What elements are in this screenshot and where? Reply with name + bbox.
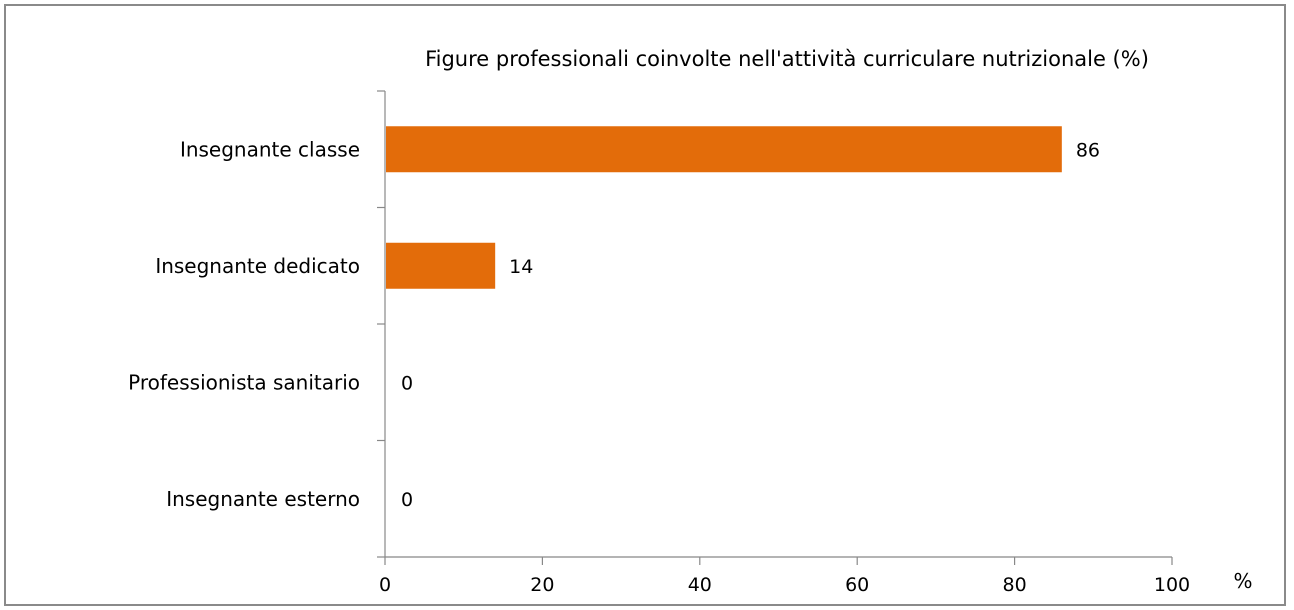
data-label: 0 — [401, 372, 413, 394]
data-label: 0 — [401, 489, 413, 511]
x-tick-label: 20 — [530, 574, 554, 596]
category-labels: Insegnante classe Insegnante dedicato Prof… — [128, 137, 360, 511]
x-tick-label: 60 — [845, 574, 869, 596]
bar — [386, 126, 1062, 173]
data-labels: 86 14 0 0 — [401, 139, 1100, 511]
x-tick-labels: 0 20 40 60 80 100 — [379, 574, 1190, 596]
bars — [386, 126, 1062, 289]
category-label: Professionista sanitario — [128, 370, 360, 394]
bar — [386, 242, 496, 289]
x-tick-label: 100 — [1154, 574, 1190, 596]
chart-frame — [4, 4, 1286, 606]
axes — [377, 90, 1173, 565]
x-axis-unit-label: % — [1233, 569, 1252, 593]
chart-title: Figure professionali coinvolte nell'atti… — [425, 47, 1149, 71]
data-label: 86 — [1076, 139, 1100, 161]
x-tick-label: 0 — [379, 574, 391, 596]
data-label: 14 — [509, 256, 533, 278]
x-tick-label: 80 — [1003, 574, 1027, 596]
category-label: Insegnante esterno — [166, 487, 360, 511]
category-label: Insegnante classe — [180, 137, 360, 161]
category-label: Insegnante dedicato — [155, 254, 360, 278]
x-tick-label: 40 — [688, 574, 712, 596]
